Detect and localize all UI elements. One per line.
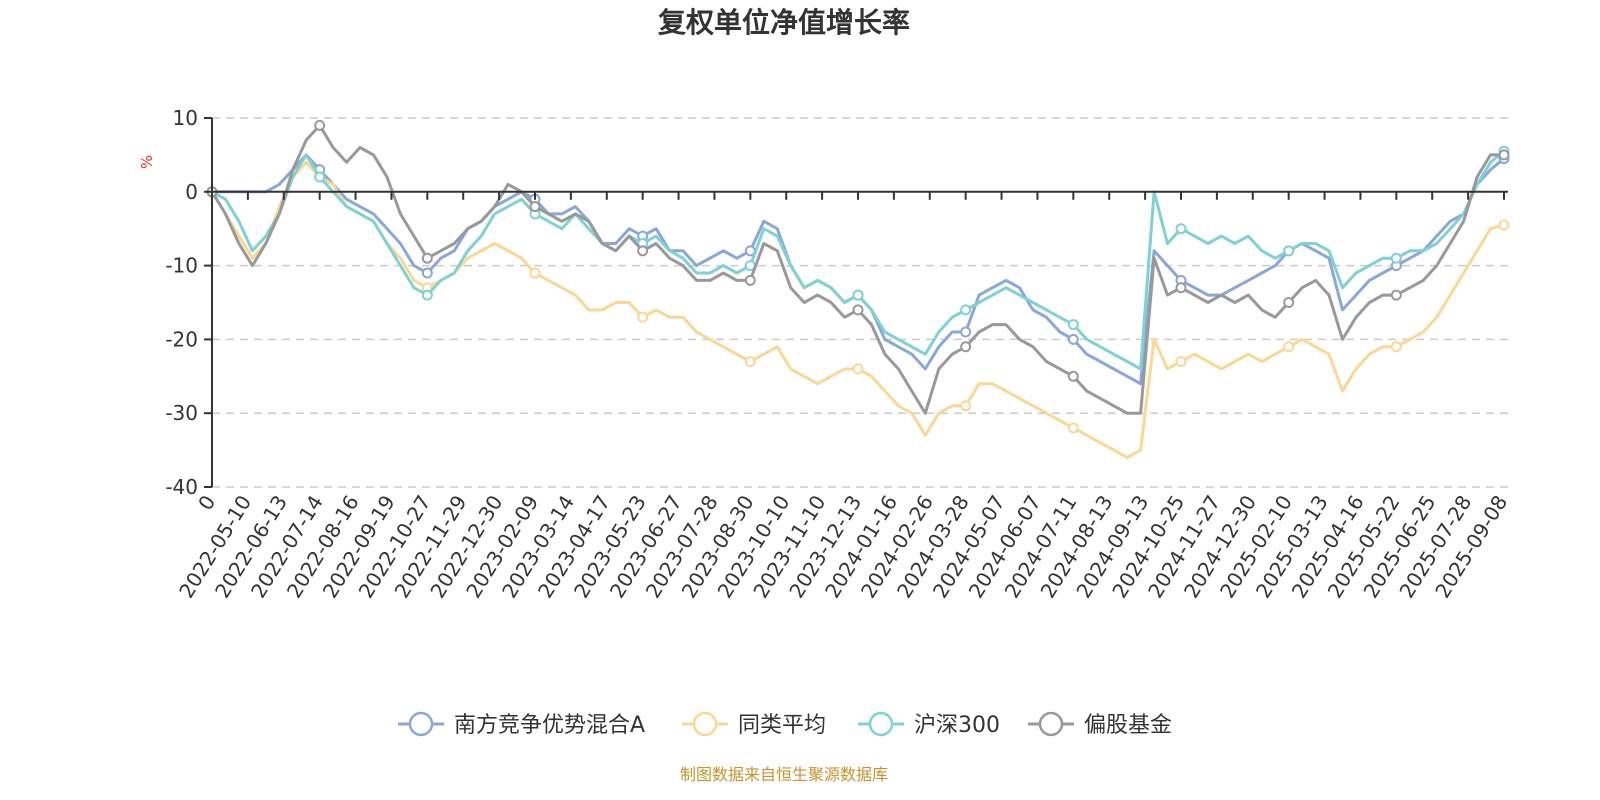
- y-tick-label-3: -20: [165, 327, 198, 351]
- series-1-point-24: [529, 267, 541, 279]
- legend-label-1: 同类平均: [738, 713, 826, 738]
- y-tick-label-0: 10: [173, 106, 198, 130]
- legend-label-3: 偏股基金: [1084, 713, 1172, 738]
- chart-title: 复权单位净值增长率: [658, 6, 910, 39]
- series-1-point-48: [852, 363, 864, 375]
- source-note: 制图数据来自恒生聚源数据库: [680, 765, 888, 784]
- series-0-point-64: [1067, 333, 1079, 345]
- axes: [211, 118, 1508, 487]
- series-3-point-56: [960, 341, 972, 353]
- series-1-point-64: [1067, 422, 1079, 434]
- series-1-point-40: [744, 356, 756, 368]
- series-3-point-8: [314, 119, 326, 131]
- series-2-point-80: [1283, 245, 1295, 257]
- x-axis-ticks: 02022-05-102022-06-132022-07-142022-08-1…: [174, 191, 1512, 602]
- series-2-point-64: [1067, 319, 1079, 331]
- legend-marker-3: [1038, 711, 1064, 737]
- series-1-point-72: [1175, 356, 1187, 368]
- series-2-point-56: [960, 304, 972, 316]
- series-line-2: [211, 150, 1505, 371]
- y-axis-ticks: 10 0 -10 -20 -30 -40: [165, 106, 212, 499]
- series-3-point-80: [1283, 297, 1295, 308]
- series-1-point-56: [960, 400, 972, 412]
- series-2-point-72: [1175, 223, 1187, 235]
- series-1-point-80: [1283, 341, 1295, 353]
- series-2-point-88: [1390, 252, 1402, 264]
- series-0-point-56: [960, 326, 972, 338]
- series-3-point-32: [637, 245, 649, 257]
- series-3-point-96: [1498, 149, 1510, 161]
- series-3-point-16: [421, 252, 433, 264]
- legend-marker-0: [408, 711, 434, 737]
- series-2-point-16: [421, 289, 433, 301]
- series-3-point-40: [744, 274, 756, 286]
- legend-marker-2: [868, 711, 894, 737]
- legend-label-0: 南方竞争优势混合A: [454, 713, 645, 738]
- y-tick-label-4: -30: [165, 401, 198, 425]
- y-tick-label-5: -40: [165, 475, 198, 499]
- legend-marker-1: [692, 711, 718, 737]
- series-2-point-48: [852, 289, 864, 301]
- series-3-point-48: [852, 304, 864, 316]
- series-1-point-96: [1498, 219, 1510, 231]
- series-2-point-8: [314, 171, 326, 183]
- series-3-point-64: [1067, 370, 1079, 382]
- series-1-point-32: [637, 311, 649, 323]
- y-tick-label-1: 0: [185, 180, 198, 204]
- y-axis-unit: %: [138, 155, 156, 169]
- y-tick-label-2: -10: [165, 254, 198, 278]
- gridlines: [212, 117, 1508, 488]
- legend: 南方竞争优势混合A 同类平均 沪深300 偏股基金: [398, 711, 1172, 738]
- series-0-point-16: [421, 267, 433, 279]
- legend-label-2: 沪深300: [914, 713, 1000, 738]
- series-lines: [206, 119, 1510, 459]
- x-tick-label-0: 0: [193, 491, 220, 515]
- series-3-point-24: [529, 201, 541, 213]
- series-3-point-88: [1390, 289, 1402, 301]
- series-1-point-88: [1390, 341, 1402, 353]
- series-3-point-72: [1175, 282, 1187, 294]
